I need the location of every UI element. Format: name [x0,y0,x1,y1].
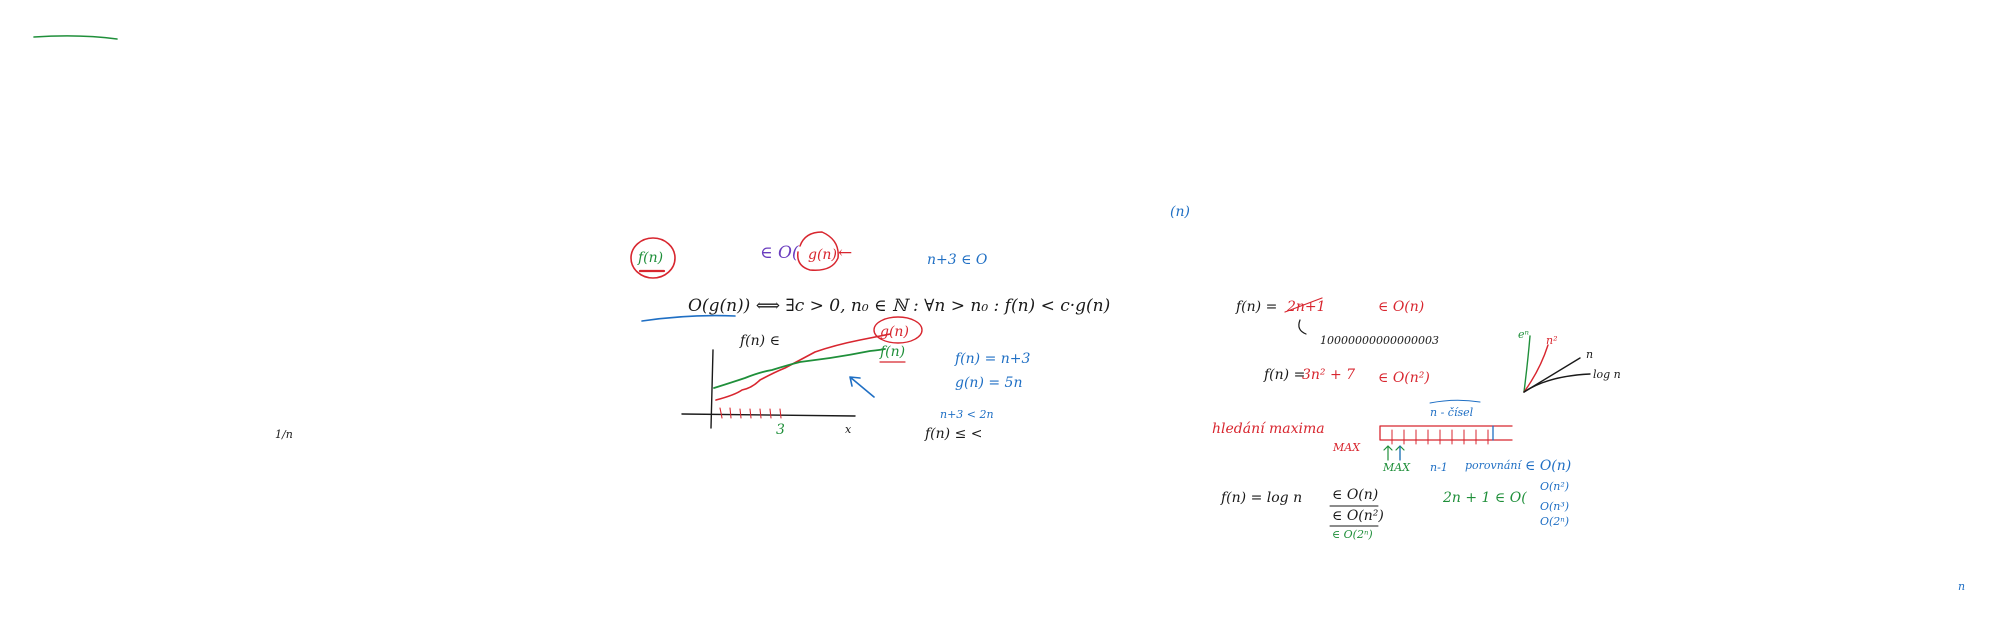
growth-e-label: eⁿ [1518,328,1529,341]
array-cells [1391,429,1489,445]
green-2n-note: 2n + 1 ∈ O( [1442,490,1527,506]
gn-arrow: ← [838,243,852,263]
big-number: 10000000000000003 [1320,334,1439,347]
growth-n-label: n [1586,348,1593,361]
example-f-less: f(n) ≤ < [924,426,982,442]
comparisons-label: porovnání [1465,459,1522,472]
array-box [1379,425,1513,441]
search-maxima-label: hledání maxima [1212,421,1325,437]
number-array [1379,425,1513,461]
far-left-mark: 1/n [275,428,293,441]
max-label: MAX [1332,441,1361,454]
graph-red-curve [715,333,891,401]
fn-circle [630,237,676,279]
max-small-label: MAX [1382,461,1411,474]
graph-x-label: x [845,423,852,436]
growth-log-label: log n [1593,368,1621,381]
class-On3: O(n³) [1540,500,1569,513]
n3-in-O-note: n+3 ∈ O [927,252,988,268]
fn3-class3: ∈ O(2ⁿ) [1332,528,1373,541]
growth-sketch: eⁿ n² n log n [1518,328,1621,393]
fn3-lhs: f(n) = log n [1220,490,1302,506]
graph-fn-green-label: f(n) [879,344,905,360]
graph-tick-3: 3 [776,422,785,438]
gn-circled-label: g(n) [808,247,837,263]
graph-x-axis [681,413,856,417]
n-in-parens-mark: (n) [1170,204,1190,220]
graph-green-curve [713,348,886,389]
array-label: n - čísel [1430,406,1474,419]
fn2-rhs: 3n² + 7 [1302,367,1355,383]
fn2-class: ∈ O(n²) [1378,370,1430,386]
fn1-rhs: 2n+1 [1286,299,1326,315]
fn1-lhs: f(n) = [1235,299,1277,315]
fn1-strike [1284,297,1323,313]
fn1-class: ∈ O(n) [1378,299,1424,315]
class-On2: O(n²) [1540,480,1569,493]
growth-n2-curve [1523,344,1549,393]
array-arrows [1383,445,1405,461]
fn3-class1: ∈ O(n) [1332,487,1378,503]
top-left-green-stroke [33,35,118,40]
big-o-definition-section: f(n) ∈ O( g(n) ← n+3 ∈ O O(g(n)) ⟺ ∃c > … [630,231,1110,442]
n-minus-1: n-1 [1430,461,1448,474]
graph-gn-circle [873,316,923,344]
gn-circle [797,231,839,271]
fn-circled-label: f(n) [637,250,663,266]
growth-n2-label: n² [1546,334,1558,347]
definition-underline [641,314,736,322]
fn3-class2: ∈ O(n²) [1332,508,1384,524]
graph-red-ticks [719,407,782,419]
example-inequality: n+3 < 2n [940,408,994,421]
example-fn: f(n) = n+3 [954,351,1031,367]
bottom-right-n-mark: n [1958,580,1965,593]
graph-blue-arrow [849,376,875,398]
array-bracket [1429,399,1481,404]
graph-fn-label: f(n) ∈ [739,333,780,349]
class-O2n: O(2ⁿ) [1540,515,1569,528]
fn1-curl-arrow [1298,319,1307,335]
graph-y-axis [710,349,714,429]
class-On: ∈ O(n) [1525,458,1571,474]
growth-log-curve [1523,373,1591,393]
fn2-lhs: f(n) = [1263,367,1305,383]
growth-graph: f(n) ∈ g(n) f(n) 3 x [681,316,923,438]
big-o-definition: O(g(n)) ⟺ ∃c > 0, n₀ ∈ ℕ : ∀n > n₀ : f(n… [688,296,1110,316]
element-of-O: ∈ O( [760,243,799,263]
graph-gn-label: g(n) [880,324,909,340]
example-gn: g(n) = 5n [955,375,1022,391]
examples-section: f(n) = 2n+1 ∈ O(n) 10000000000000003 f(n… [1212,297,1621,541]
growth-e-curve [1523,335,1531,393]
